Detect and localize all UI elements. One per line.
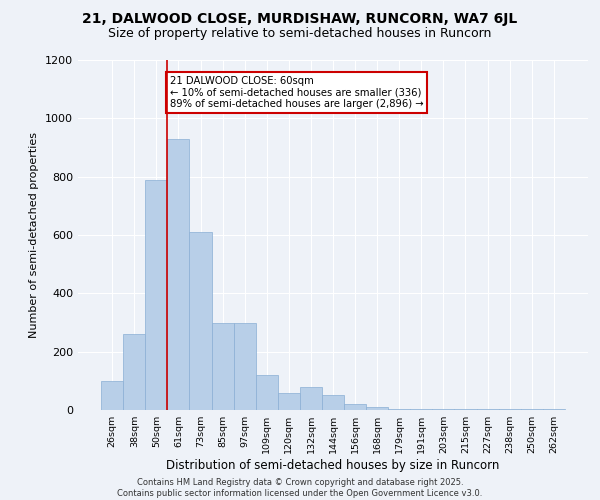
Bar [145, 180, 167, 410]
Bar [322, 396, 344, 410]
Bar [167, 139, 190, 410]
Text: Size of property relative to semi-detached houses in Runcorn: Size of property relative to semi-detach… [109, 28, 491, 40]
Bar [433, 408, 454, 410]
Bar [499, 408, 521, 410]
Bar [101, 381, 123, 410]
Bar [476, 408, 499, 410]
Bar [410, 408, 433, 410]
Text: 21 DALWOOD CLOSE: 60sqm
← 10% of semi-detached houses are smaller (336)
89% of s: 21 DALWOOD CLOSE: 60sqm ← 10% of semi-de… [170, 76, 423, 109]
Bar [233, 322, 256, 410]
Y-axis label: Number of semi-detached properties: Number of semi-detached properties [29, 132, 40, 338]
Bar [388, 408, 410, 410]
Text: Contains HM Land Registry data © Crown copyright and database right 2025.
Contai: Contains HM Land Registry data © Crown c… [118, 478, 482, 498]
Bar [454, 408, 476, 410]
Bar [256, 375, 278, 410]
Bar [123, 334, 145, 410]
Bar [190, 232, 212, 410]
Bar [344, 404, 366, 410]
Bar [278, 392, 300, 410]
X-axis label: Distribution of semi-detached houses by size in Runcorn: Distribution of semi-detached houses by … [166, 459, 500, 472]
Bar [521, 408, 543, 410]
Bar [212, 322, 233, 410]
Bar [366, 407, 388, 410]
Text: 21, DALWOOD CLOSE, MURDISHAW, RUNCORN, WA7 6JL: 21, DALWOOD CLOSE, MURDISHAW, RUNCORN, W… [82, 12, 518, 26]
Bar [543, 408, 565, 410]
Bar [300, 386, 322, 410]
